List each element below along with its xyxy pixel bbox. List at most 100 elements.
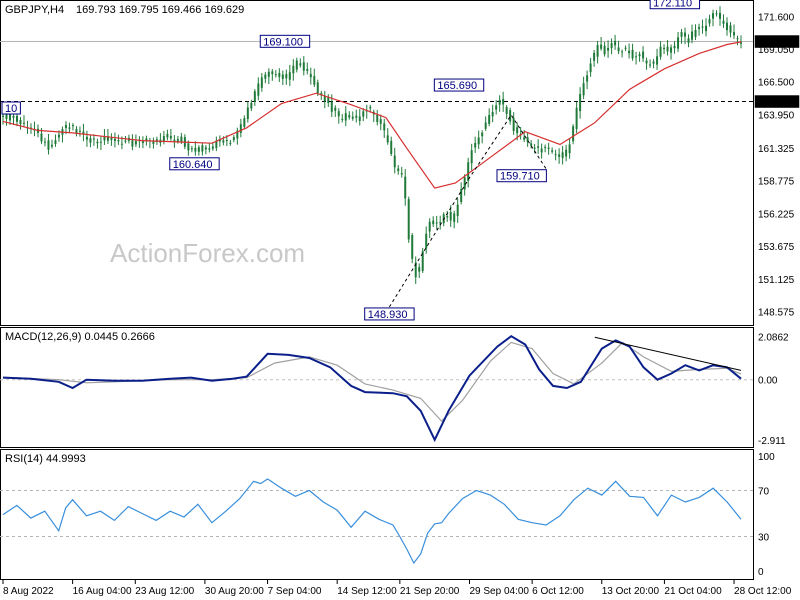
candle (239, 118, 242, 138)
x-tick-label: 6 Oct 12:00 (532, 586, 584, 597)
candle-body (642, 51, 645, 59)
candle-body (617, 47, 620, 52)
annotation-text: 148.930 (368, 309, 408, 321)
candle-body (187, 143, 190, 151)
candle-body (239, 124, 242, 133)
candle (397, 164, 400, 175)
candle (390, 136, 393, 156)
candle-body (470, 150, 473, 164)
candle-body (201, 145, 204, 152)
candle (190, 145, 193, 153)
candle (267, 68, 270, 85)
candle-body (477, 137, 480, 145)
candle-body (607, 47, 610, 51)
candle (351, 111, 354, 121)
candle (295, 57, 298, 73)
candle-body (337, 111, 340, 117)
candle-body (624, 47, 627, 49)
candle-body (299, 63, 302, 66)
candle (344, 106, 347, 127)
candle (551, 147, 554, 154)
candle-body (645, 60, 648, 64)
macd-tick-label: 2.0862 (758, 333, 789, 344)
candle-body (635, 56, 638, 58)
candle (236, 127, 239, 145)
candle-body (467, 162, 470, 181)
candle (414, 256, 417, 284)
candle (698, 23, 701, 36)
candle-body (250, 102, 253, 109)
annotation-text: 160.640 (173, 159, 213, 171)
candle-body (155, 139, 158, 142)
candle (666, 40, 669, 56)
x-tick-label: 23 Aug 12:00 (135, 586, 194, 597)
candle-body (89, 138, 92, 143)
candle-body (425, 233, 428, 249)
candle (540, 143, 543, 159)
candle (376, 110, 379, 126)
candle-body (383, 123, 386, 131)
candle-body (327, 97, 330, 104)
candle-body (43, 141, 46, 143)
candle-body (208, 148, 211, 150)
candle-body (323, 95, 326, 102)
candle (113, 132, 116, 148)
candle-body (120, 143, 123, 145)
candle (446, 210, 449, 222)
candle-body (656, 56, 659, 65)
candle-body (593, 52, 596, 61)
candle-body (488, 115, 491, 124)
candle (740, 35, 742, 49)
price-tick-label: 153.675 (758, 242, 795, 253)
candle-body (610, 43, 613, 49)
candle (302, 56, 305, 76)
candle (544, 144, 547, 153)
candle (586, 70, 589, 90)
candle (694, 24, 697, 41)
candle (505, 105, 508, 119)
candle (215, 136, 218, 152)
candle (99, 136, 102, 151)
candle-body (351, 116, 354, 119)
candle (169, 128, 172, 141)
candle-body (302, 62, 305, 71)
candle-body (498, 99, 501, 105)
candle-body (505, 107, 508, 114)
price-tick-label: 166.500 (758, 78, 795, 89)
candle (726, 17, 729, 36)
candle (292, 59, 295, 81)
candle-body (386, 135, 389, 143)
candle (92, 134, 95, 146)
candle-body (271, 71, 274, 75)
candle-body (603, 45, 606, 55)
candle (201, 142, 204, 156)
candle (568, 138, 571, 159)
candle (264, 72, 267, 84)
candle (197, 145, 200, 156)
candle-body (145, 138, 148, 142)
candle (621, 49, 624, 58)
candle-body (19, 119, 22, 125)
candle-body (526, 137, 529, 142)
candle (75, 126, 78, 137)
candle (327, 94, 330, 107)
candle-body (341, 118, 344, 120)
candle (736, 35, 739, 46)
candle (22, 115, 25, 127)
candle-body (715, 13, 718, 15)
candle-body (407, 199, 410, 240)
candle (68, 122, 71, 133)
candle (712, 9, 715, 27)
candle (512, 112, 515, 135)
candle (288, 64, 291, 86)
candle-body (652, 61, 655, 64)
candle (43, 137, 46, 147)
candle (498, 95, 501, 112)
candle (680, 29, 683, 44)
x-tick-label: 14 Sep 12:00 (337, 586, 397, 597)
candle-body (537, 146, 540, 148)
candle-body (404, 176, 407, 199)
price-tick-label: 148.575 (758, 307, 795, 318)
candle (554, 149, 557, 161)
candle (313, 68, 316, 88)
